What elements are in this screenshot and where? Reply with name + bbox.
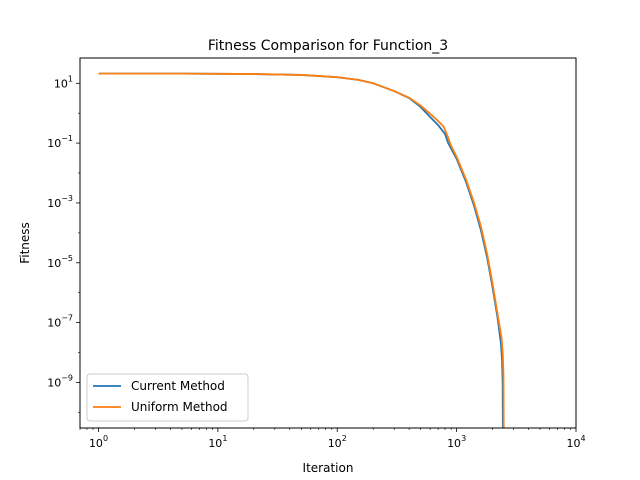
- y-tick-label: 10−1: [47, 134, 73, 150]
- chart-title: Fitness Comparison for Function_3: [208, 38, 448, 54]
- x-tick-label: 104: [566, 434, 585, 450]
- y-tick-label: 101: [54, 74, 73, 90]
- y-tick-label: 10−9: [47, 373, 73, 389]
- y-axis-label: Fitness: [18, 222, 32, 264]
- legend-box: [86, 373, 249, 422]
- x-tick-label: 102: [328, 434, 347, 450]
- y-ticks: 10−9 10−7 10−5 10−3 10−1 101: [47, 74, 80, 389]
- y-tick-label: 10−5: [47, 254, 73, 270]
- plot-border: [79, 57, 577, 429]
- plot-frame: [80, 58, 576, 428]
- x-ticks: 100 101 102 103 104: [89, 428, 586, 450]
- x-tick-label: 103: [447, 434, 466, 450]
- legend: Current Method Uniform Method: [86, 373, 249, 422]
- x-tick-label: 100: [89, 434, 108, 450]
- x-axis-label: Iteration: [303, 461, 354, 475]
- legend-label-current: Current Method: [131, 379, 225, 393]
- y-tick-label: 10−7: [47, 314, 73, 330]
- series-line-1: [98, 72, 505, 428]
- legend-label-uniform: Uniform Method: [131, 400, 228, 414]
- series-layer: [98, 72, 505, 428]
- y-tick-label: 10−3: [47, 194, 73, 210]
- x-tick-label: 101: [208, 434, 227, 450]
